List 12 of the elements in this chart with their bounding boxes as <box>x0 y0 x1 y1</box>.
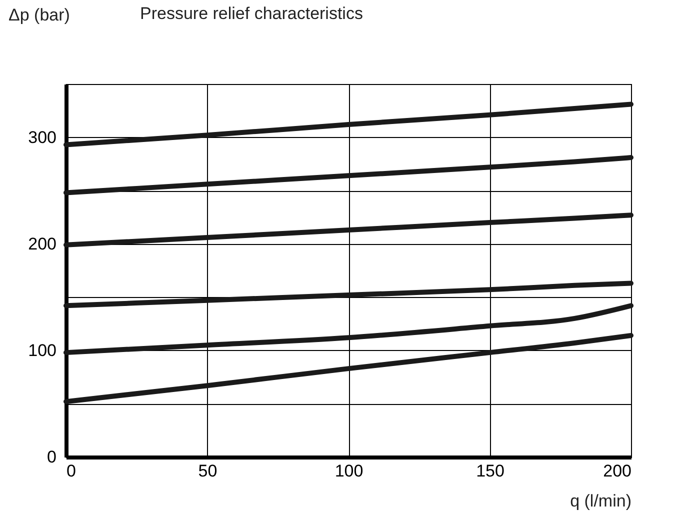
x-tick-label: 100 <box>334 462 364 480</box>
x-tick-label: 200 <box>603 462 632 480</box>
y-axis-title: Δp (bar) <box>8 6 70 24</box>
y-tick-label: 0 <box>47 448 56 466</box>
y-tick-label: 100 <box>28 340 56 360</box>
chart-title: Pressure relief characteristics <box>140 4 363 23</box>
x-axis-title: q (l/min) <box>570 492 632 510</box>
x-tick-label: 50 <box>198 462 218 480</box>
y-tick-label: 200 <box>28 234 56 254</box>
y-tick-label: 300 <box>28 128 56 147</box>
x-tick-label: 0 <box>66 462 76 480</box>
x-tick-label: 150 <box>476 462 504 480</box>
